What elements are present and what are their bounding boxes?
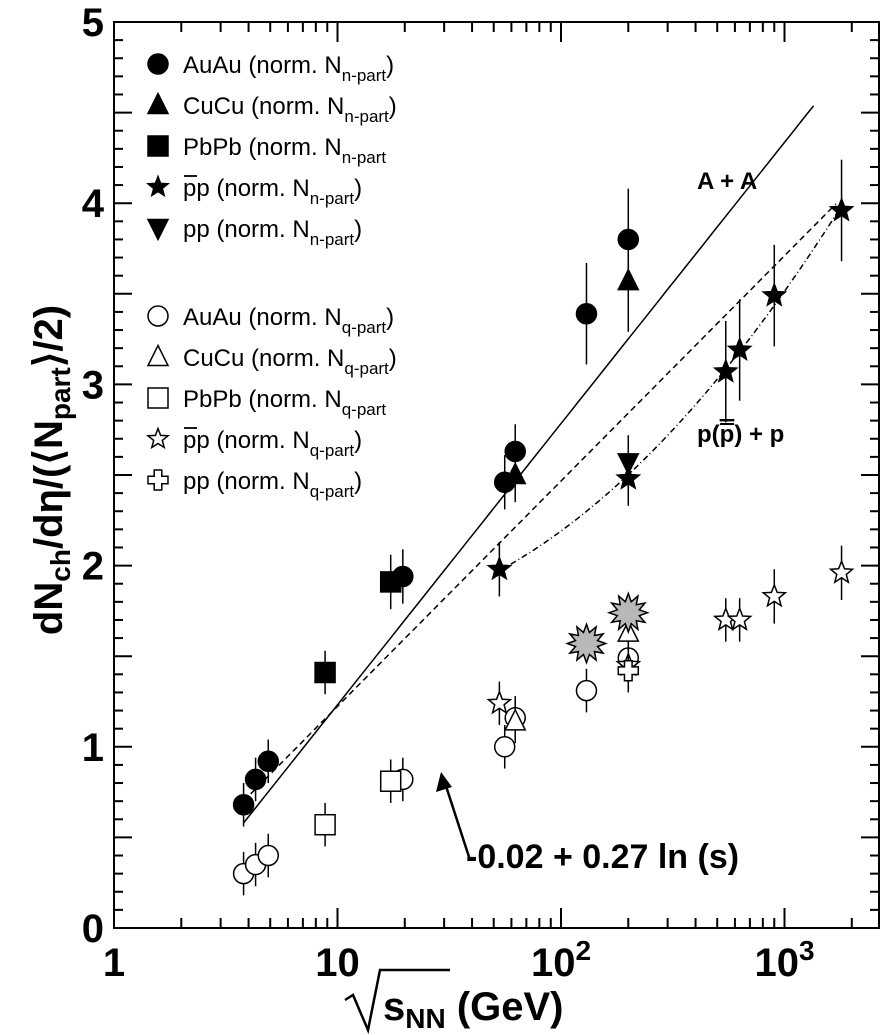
cross-marker [147,469,169,491]
square-marker [314,813,336,836]
star-marker [761,282,788,307]
burst-marker [606,591,650,635]
legend-label: pp (norm. Nq-part) [183,468,362,501]
triangle-marker [146,91,170,115]
star-marker [828,196,855,222]
square-marker [314,661,336,684]
triangle-marker [146,343,170,367]
x-tick-label: 103 [754,935,814,985]
legend-label: CuCu (norm. Nq-part) [183,345,397,378]
pp-fit-line [499,202,845,572]
circle-marker [575,679,598,702]
star-marker [761,582,788,608]
y-tick-label: 0 [82,907,104,951]
triangle-marker [617,267,640,291]
square-marker [379,571,402,593]
legend-label: pp (norm. Nq-part) [183,427,362,460]
legend-label: CuCu (norm. Nn-part) [183,93,397,126]
fit-lines [243,105,845,824]
triangle-marker [504,461,527,485]
log-fit-line [243,203,837,802]
y-tick-label: 2 [82,545,104,589]
y-tick-labels: 0 1 2 3 4 5 [82,1,105,951]
star-marker [712,358,739,383]
circle-marker [244,768,267,791]
formula-arrow-line [443,782,472,861]
star-marker [146,174,170,198]
svg-text:sNN (GeV): sNN (GeV) [383,985,564,1034]
square-marker [147,135,169,157]
burst-marker [565,622,608,665]
circle-marker [575,302,598,325]
star-marker [726,336,753,361]
star-marker [726,606,753,631]
aa-fit-label: A + A [697,168,757,195]
x-tick-label: 10 [315,941,360,985]
triangle-marker [504,708,527,731]
y-tick-label: 3 [82,363,104,407]
legend: AuAu (norm. Nn-part) CuCu (norm. Nn-part)… [146,52,397,501]
star-marker [146,426,170,450]
legend-label: PbPb (norm. Nq-part [183,386,386,419]
legend-label: pp (norm. Nn-part) [183,175,362,208]
legend-label: AuAu (norm. Nn-part) [183,52,394,85]
y-tick-label: 5 [82,1,104,45]
x-tick-label: 1 [103,941,125,985]
star-marker [486,555,513,581]
sqrt-sign-icon [344,968,450,1035]
triangle-down-marker [617,453,640,476]
axis-ticks [113,21,879,929]
circle-marker [257,844,280,867]
cross-marker [617,659,640,682]
x-tick-label: 102 [531,935,591,985]
square-marker [379,770,402,792]
square-marker [147,387,169,409]
y-tick-label: 1 [82,726,104,770]
y-tick-label: 4 [82,182,105,226]
star-marker [486,689,513,715]
legend-label: pp (norm. Nn-part) [183,216,362,249]
circle-marker [147,53,169,75]
triangle-down-marker [146,218,170,242]
circle-marker [257,750,280,773]
data-points [232,159,855,896]
x-axis-title: sNN (GeV) [344,968,564,1035]
circle-marker [232,794,255,816]
fit-formula: -0.02 + 0.27 ln (s) [466,838,739,876]
formula-arrow-head [436,772,452,792]
y-axis-title: dNch/dη/(⟨Npart⟩/2) [27,305,76,635]
star-marker [828,559,855,584]
legend-label: AuAu (norm. Nq-part) [183,304,394,337]
aa-fit-line [243,105,815,824]
x-tick-labels: 1 10 102 103 [103,935,815,985]
legend-label: PbPb (norm. Nn-part [183,134,386,167]
circle-marker [493,736,516,758]
pp-fit-label: p(p) + p [697,421,784,448]
circle-marker [147,305,169,327]
